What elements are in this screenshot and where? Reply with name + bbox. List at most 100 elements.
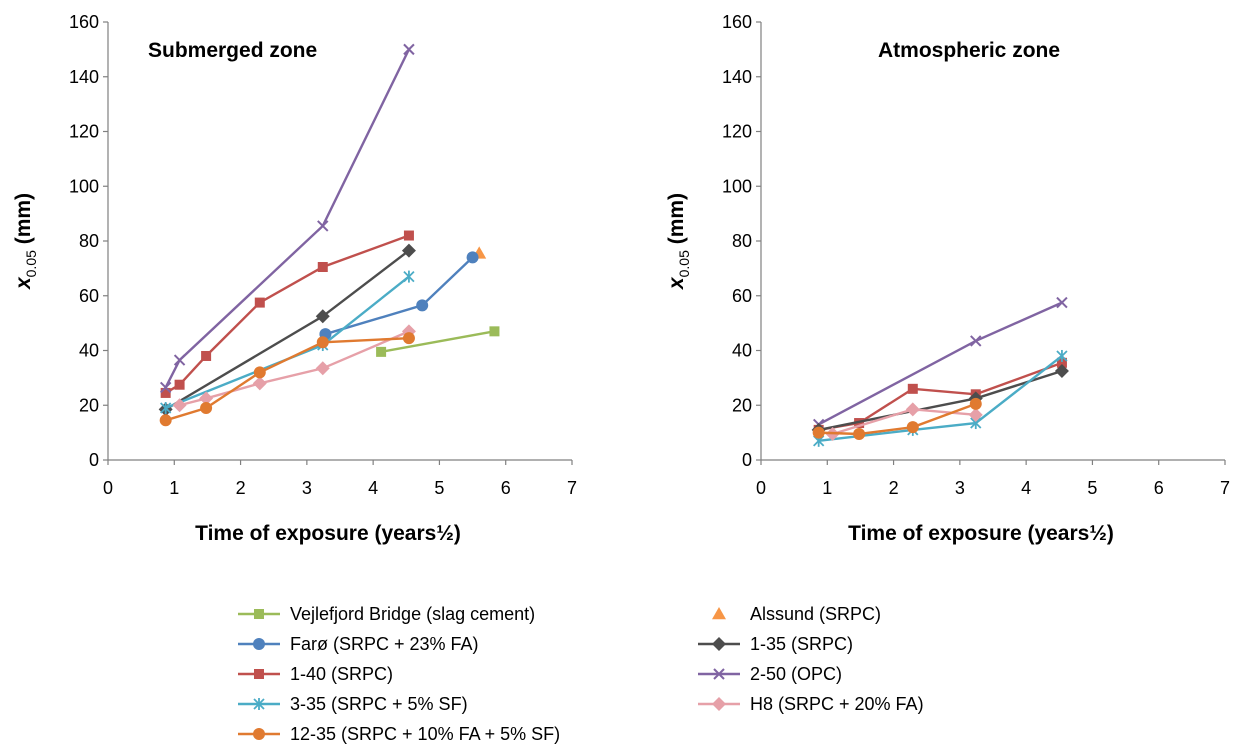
legend-item-s250: 2-50 (OPC) <box>698 664 842 684</box>
data-point-s140 <box>174 379 185 390</box>
series-s1235 <box>812 397 982 440</box>
legend-marker-s250 <box>713 668 725 680</box>
series-line-s335 <box>818 355 1063 443</box>
legend-label: Farø (SRPC + 23% FA) <box>290 634 479 654</box>
series-line-vejlefjord <box>380 330 495 354</box>
x-tick-label: 5 <box>1087 478 1097 498</box>
y-tick-label: 80 <box>732 231 752 251</box>
data-point-faro <box>416 299 429 312</box>
y-tick-label: 160 <box>722 12 752 32</box>
series-line-faro <box>325 256 474 336</box>
data-point-s250 <box>159 381 172 394</box>
y-tick-label: 40 <box>79 341 99 361</box>
y-tick-label: 120 <box>722 122 752 142</box>
data-point-s1235 <box>906 421 919 434</box>
x-tick-label: 4 <box>368 478 378 498</box>
x-tick-label: 1 <box>169 478 179 498</box>
x-tick-label: 5 <box>434 478 444 498</box>
legend-marker-s135 <box>712 637 726 651</box>
series-s250 <box>812 296 1068 431</box>
x-tick-label: 2 <box>236 478 246 498</box>
legend-label: 2-50 (OPC) <box>750 664 842 684</box>
chart-title: Atmospheric zone <box>878 39 1060 62</box>
legend-item-faro: Farø (SRPC + 23% FA) <box>238 634 479 654</box>
series-s250 <box>159 43 415 394</box>
series-s135 <box>158 243 416 417</box>
y-tick-label: 60 <box>732 286 752 306</box>
data-point-s140 <box>907 383 918 394</box>
series-line-s1235 <box>818 402 977 436</box>
data-point-s140 <box>854 418 865 429</box>
x-tick-label: 3 <box>955 478 965 498</box>
series-h8 <box>825 402 983 441</box>
legend-label: Alssund (SRPC) <box>750 604 881 624</box>
legend-marker-vejlefjord <box>254 609 264 619</box>
series-vejlefjord <box>376 326 500 357</box>
legend-label: 1-35 (SRPC) <box>750 634 853 654</box>
data-point-s1235 <box>853 427 866 440</box>
legend-item-s140: 1-40 (SRPC) <box>238 664 393 684</box>
data-point-s250 <box>173 354 186 366</box>
y-tick-label: 0 <box>742 450 752 470</box>
data-point-s250 <box>317 220 329 232</box>
series-h8 <box>172 324 416 413</box>
x-tick-label: 0 <box>103 478 113 498</box>
data-point-h8 <box>252 376 267 391</box>
series-s335 <box>813 349 1068 447</box>
y-tick-label: 40 <box>732 341 752 361</box>
x-axis-label: Time of exposure (years½) <box>195 522 461 545</box>
data-point-s335 <box>1056 349 1068 362</box>
y-axis-label: x0.05 (mm) <box>665 193 692 290</box>
data-point-s135 <box>1054 364 1069 379</box>
series-s140 <box>160 230 414 398</box>
x-tick-label: 6 <box>1154 478 1164 498</box>
legend-marker-s1235 <box>253 728 265 740</box>
series-line-s250 <box>164 48 411 389</box>
data-point-s335 <box>403 270 415 283</box>
series-line-s135 <box>165 249 410 411</box>
legend-item-s135: 1-35 (SRPC) <box>698 634 853 654</box>
data-point-vejlefjord <box>489 326 500 337</box>
series-line-h8 <box>179 330 410 407</box>
legend-item-h8: H8 (SRPC + 20% FA) <box>698 694 924 714</box>
y-tick-label: 140 <box>69 67 99 87</box>
data-point-h8 <box>968 407 983 422</box>
x-tick-label: 2 <box>889 478 899 498</box>
y-tick-label: 100 <box>69 176 99 196</box>
x-tick-label: 0 <box>756 478 766 498</box>
data-point-s1235 <box>253 366 266 379</box>
legend-item-s335: 3-35 (SRPC + 5% SF) <box>238 694 468 714</box>
data-point-s1235 <box>316 336 329 349</box>
legend-label: Vejlefjord Bridge (slag cement) <box>290 604 535 624</box>
data-point-s140 <box>317 262 328 273</box>
legend-label: 12-35 (SRPC + 10% FA + 5% SF) <box>290 724 560 744</box>
y-tick-label: 140 <box>722 67 752 87</box>
series-faro <box>319 251 479 341</box>
data-point-s135 <box>315 309 330 324</box>
data-point-s1235 <box>200 401 213 414</box>
data-point-faro <box>466 251 479 264</box>
legend: Vejlefjord Bridge (slag cement) Alssund (… <box>238 604 924 744</box>
chart-panel-1: 0 20 40 60 80 100 120 140 160 0 1 2 3 4 5 6 7 Submerged z… <box>12 12 577 545</box>
series-s1235 <box>159 332 415 427</box>
legend-marker-faro <box>253 638 265 650</box>
data-point-s1235 <box>402 332 415 345</box>
data-point-s140 <box>160 387 171 398</box>
data-point-s140 <box>1056 357 1067 368</box>
y-tick-label: 120 <box>69 122 99 142</box>
data-point-h8 <box>172 398 187 413</box>
data-point-s135 <box>401 243 416 258</box>
data-point-s335 <box>160 401 172 414</box>
legend-marker-s335 <box>253 698 265 710</box>
legend-label: 1-40 (SRPC) <box>290 664 393 684</box>
legend-item-s1235: 12-35 (SRPC + 10% FA + 5% SF) <box>238 724 560 744</box>
data-point-vejlefjord <box>376 346 387 357</box>
legend-marker-s140 <box>254 669 264 679</box>
data-point-h8 <box>199 391 214 406</box>
y-tick-label: 100 <box>722 176 752 196</box>
chart-panel-2: 0 20 40 60 80 100 120 140 160 0 1 2 3 4 5 6 7 Atmospheric… <box>665 12 1230 545</box>
data-point-s1235 <box>159 414 172 427</box>
data-point-h8 <box>905 402 920 417</box>
data-point-h8 <box>315 361 330 376</box>
